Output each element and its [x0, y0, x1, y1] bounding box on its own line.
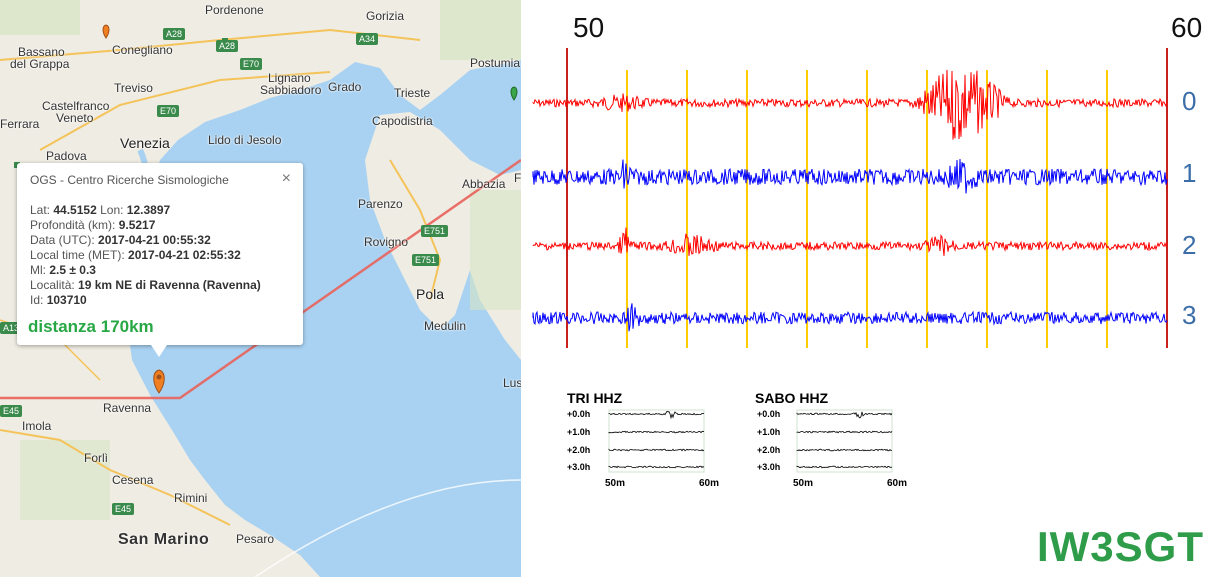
road-shield: E751 [421, 225, 449, 237]
place-label: del Grappa [10, 57, 70, 71]
helicorder-frame [796, 409, 893, 473]
route-line [0, 158, 521, 400]
place-label: Lus [503, 376, 521, 390]
channel-2-label: 2 [1182, 230, 1197, 260]
place-label: Abbazia [462, 177, 506, 191]
channel-0-label: 0 [1182, 86, 1197, 116]
channel-1-label: 1 [1182, 158, 1197, 188]
place-label: Venezia [120, 135, 170, 151]
place-label: Ravenna [103, 401, 152, 415]
place-label: Capodistria [372, 114, 433, 128]
place-label: Pordenone [205, 3, 264, 17]
depth-row: Profondità (km): 9.5217 [30, 218, 156, 232]
place-label: Pesaro [236, 532, 275, 546]
place-label: Castelfranco [42, 99, 110, 113]
lat-lon-row: Lat: 44.5152 Lon: 12.3897 [30, 203, 171, 217]
place-label: Veneto [56, 111, 94, 125]
helicorder-row-label: +3.0h [567, 462, 591, 472]
location-row: Località: 19 km NE di Ravenna (Ravenna) [30, 278, 261, 292]
road-shield: E70 [157, 105, 180, 117]
time-start-label: 50 [573, 12, 605, 43]
place-label: Ferrara [0, 117, 40, 131]
trace-line [532, 303, 1168, 332]
trace-line [532, 158, 1168, 194]
map-panel[interactable]: Pordenone Gorizia Conegliano Bassano del Gra… [0, 0, 521, 577]
place-label: Parenzo [358, 197, 403, 211]
helicorder-plots [608, 409, 893, 473]
magnitude-row: Ml: 2.5 ± 0.3 [30, 263, 96, 277]
popup-tail [151, 345, 167, 357]
place-label: Medulin [424, 319, 467, 333]
helicorder-trace [608, 430, 705, 434]
place-label: Forlì [84, 451, 108, 465]
helicorder-title: TRI HHZ [567, 390, 623, 406]
place-label: Pola [416, 286, 445, 302]
place-label: Cesena [112, 473, 154, 487]
helicorder-trace [796, 448, 893, 452]
station-callsign: IW3SGT [1036, 523, 1204, 570]
close-icon[interactable]: × [281, 170, 291, 187]
helicorder-x-start: 50m [793, 478, 814, 489]
trace-line [532, 69, 1168, 140]
map-base [0, 0, 521, 577]
road-shield: E751 [412, 254, 440, 266]
local-time-row: Local time (MET): 2017-04-21 02:55:32 [30, 248, 241, 262]
road-shield: E70 [240, 58, 263, 70]
helicorder-x-start: 50m [605, 478, 626, 489]
time-end-label: 60 [1171, 12, 1203, 43]
place-label: Grado [328, 80, 362, 94]
road-shield: A13 [0, 322, 23, 334]
place-label: Trieste [394, 86, 431, 100]
place-label: Padova [46, 149, 87, 163]
helicorder-trace [608, 410, 705, 420]
place-label: Rovigno [364, 235, 409, 249]
place-label: Treviso [114, 81, 153, 95]
epicenter-marker-icon[interactable] [153, 369, 165, 394]
place-label: Postumia [470, 56, 521, 70]
seismogram-panel: 50 60 0 1 2 3 TRI HHZ +0.0h +1.0h +2.0h … [521, 0, 1212, 577]
place-label: Rimini [174, 491, 208, 505]
channel-3-label: 3 [1182, 300, 1197, 330]
place-label: Fiume [514, 171, 521, 185]
info-window: OGS - Centro Ricerche Sismologiche × Lat… [17, 163, 303, 357]
helicorder-title: SABO HHZ [755, 390, 829, 406]
popup-title: OGS - Centro Ricerche Sismologiche [30, 173, 229, 187]
station-marker-green-icon[interactable] [510, 86, 518, 101]
helicorder-row-label: +2.0h [757, 445, 781, 455]
date-row: Data (UTC): 2017-04-21 00:55:32 [30, 233, 211, 247]
helicorder-trace [796, 430, 893, 434]
place-label: Lido di Jesolo [208, 133, 282, 147]
helicorder-trace [796, 465, 893, 469]
helicorder-frame [608, 409, 705, 473]
helicorder-row-label: +1.0h [757, 427, 781, 437]
helicorder-trace [608, 448, 705, 452]
helicorder-row-label: +2.0h [567, 445, 591, 455]
place-label: Sabbiadoro [260, 83, 322, 97]
helicorder-row-label: +3.0h [757, 462, 781, 472]
helicorder-trace [608, 465, 705, 469]
helicorder-row-label: +1.0h [567, 427, 591, 437]
helicorder-trace [796, 411, 893, 419]
place-label: Lignano [268, 71, 311, 85]
trace-line [532, 227, 1168, 256]
helicorder-row-label: +0.0h [567, 409, 591, 419]
road-shield: A28 [163, 28, 186, 40]
place-label: Conegliano [112, 43, 173, 57]
place-label: Bassano [18, 45, 65, 59]
helicorder-x-end: 60m [887, 478, 908, 489]
place-label: San Marino [118, 531, 210, 548]
road-shield: A28 [216, 40, 239, 52]
seismogram-plot [532, 48, 1168, 348]
road-shield: E45 [112, 503, 135, 515]
helicorder-row-label: +0.0h [757, 409, 781, 419]
place-label: Imola [22, 419, 52, 433]
helicorder-x-end: 60m [699, 478, 720, 489]
place-label: Gorizia [366, 9, 405, 23]
station-marker-icon[interactable] [102, 24, 110, 39]
distance-label: distanza 170km [28, 317, 154, 336]
road-shield: E45 [0, 405, 23, 417]
id-row: Id: 103710 [30, 293, 87, 307]
road-shield: A34 [356, 33, 379, 45]
